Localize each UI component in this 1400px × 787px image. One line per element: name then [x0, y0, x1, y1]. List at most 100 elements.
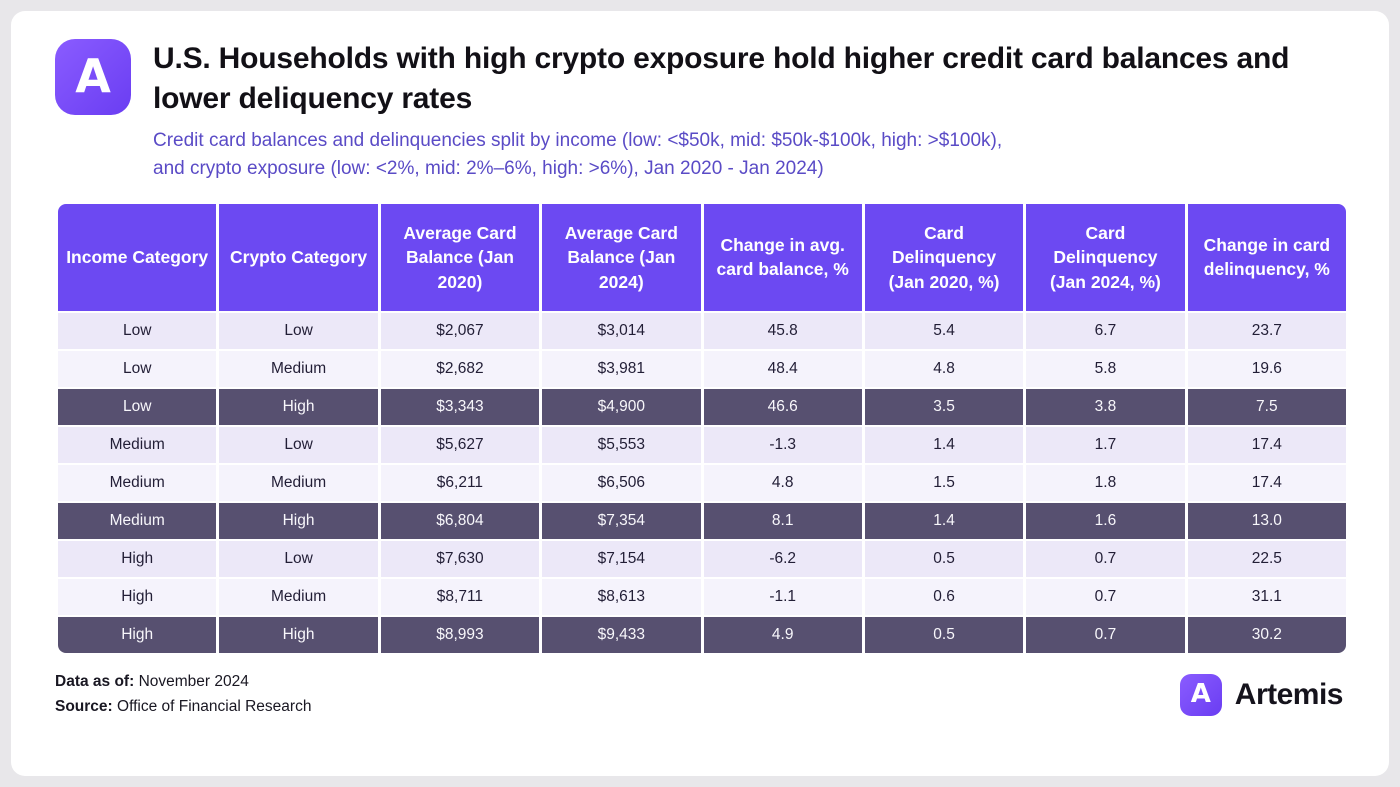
source-value: Office of Financial Research — [117, 697, 312, 715]
table-cell: $5,627 — [380, 426, 540, 463]
table-cell: $8,711 — [380, 578, 540, 615]
table-cell: High — [58, 616, 217, 653]
table-cell: High — [219, 388, 378, 425]
data-as-of-label: Data as of: — [55, 672, 135, 690]
table-cell: $7,630 — [380, 540, 540, 577]
table-cell: 45.8 — [703, 312, 862, 349]
table-row: Low Low $2,067 $3,014 45.8 5.4 6.7 23.7 — [58, 312, 1346, 349]
footer-section: Data as of: November 2024 Source: Office… — [55, 670, 1349, 720]
column-header: Average Card Balance (Jan 2024) — [542, 204, 701, 311]
data-as-of-value: November 2024 — [138, 672, 249, 690]
table-cell: Low — [58, 312, 217, 349]
table-cell: Low — [58, 388, 217, 425]
table-cell: -1.3 — [703, 426, 862, 463]
table-cell: $6,506 — [542, 464, 701, 501]
column-header: Card Delinquency (Jan 2020, %) — [864, 204, 1024, 311]
brand-wordmark: Artemis — [1234, 677, 1344, 711]
table-cell: $2,682 — [380, 350, 540, 387]
table-row: High Low $7,630 $7,154 -6.2 0.5 0.7 22.5 — [58, 540, 1346, 577]
table-cell: 4.8 — [703, 464, 862, 501]
source-label: Source: — [55, 697, 113, 715]
table-cell: 1.4 — [864, 426, 1024, 463]
table-cell: 0.5 — [864, 540, 1024, 577]
table-cell: 0.7 — [1026, 578, 1185, 615]
table-container: Income Category Crypto Category Average Ca… — [55, 202, 1349, 654]
table-cell: High — [219, 616, 378, 653]
table-cell: Low — [219, 426, 378, 463]
table-row: Low High $3,343 $4,900 46.6 3.5 3.8 7.5 — [58, 388, 1346, 425]
table-cell: $6,804 — [380, 502, 540, 539]
table-row: Medium High $6,804 $7,354 8.1 1.4 1.6 13.0 — [58, 502, 1346, 539]
artemis-logo-icon: A — [75, 49, 111, 103]
table-cell: $4,900 — [542, 388, 701, 425]
table-cell: Medium — [58, 464, 217, 501]
table-cell: 3.5 — [864, 388, 1024, 425]
column-header: Average Card Balance (Jan 2020) — [380, 204, 540, 311]
table-cell: Low — [58, 350, 217, 387]
table-cell: 0.7 — [1026, 616, 1185, 653]
artemis-logo-small-icon: A — [1190, 678, 1211, 709]
table-cell: $7,154 — [542, 540, 701, 577]
table-cell: 30.2 — [1187, 616, 1346, 653]
column-header: Change in card delinquency, % — [1187, 204, 1346, 311]
table-cell: 17.4 — [1187, 464, 1346, 501]
column-header: Change in avg. card balance, % — [703, 204, 862, 311]
table-cell: Medium — [219, 350, 378, 387]
table-cell: High — [219, 502, 378, 539]
table-cell: 5.4 — [864, 312, 1024, 349]
chart-subtitle: Credit card balances and delinquencies s… — [153, 127, 1349, 182]
table-cell: 31.1 — [1187, 578, 1346, 615]
table-cell: $5,553 — [542, 426, 701, 463]
table-cell: 13.0 — [1187, 502, 1346, 539]
table-cell: $7,354 — [542, 502, 701, 539]
table-cell: 7.5 — [1187, 388, 1346, 425]
table-cell: 23.7 — [1187, 312, 1346, 349]
table-cell: 48.4 — [703, 350, 862, 387]
footer-notes: Data as of: November 2024 Source: Office… — [55, 670, 311, 720]
table-cell: Medium — [219, 578, 378, 615]
infographic-card: A U.S. Households with high crypto expos… — [11, 11, 1389, 776]
table-cell: -6.2 — [703, 540, 862, 577]
header-section: A U.S. Households with high crypto expos… — [55, 39, 1349, 182]
table-cell: -1.1 — [703, 578, 862, 615]
table-cell: 1.5 — [864, 464, 1024, 501]
table-cell: $6,211 — [380, 464, 540, 501]
table-cell: 5.8 — [1026, 350, 1185, 387]
table-row: Medium Low $5,627 $5,553 -1.3 1.4 1.7 17.4 — [58, 426, 1346, 463]
table-cell: $3,014 — [542, 312, 701, 349]
table-cell: $8,993 — [380, 616, 540, 653]
brand-block: A Artemis — [1179, 673, 1344, 716]
table-cell: 1.4 — [864, 502, 1024, 539]
table-cell: 8.1 — [703, 502, 862, 539]
table-cell: $8,613 — [542, 578, 701, 615]
table-cell: 22.5 — [1187, 540, 1346, 577]
column-header: Income Category — [58, 204, 217, 311]
table-cell: 4.8 — [864, 350, 1024, 387]
table-body: Low Low $2,067 $3,014 45.8 5.4 6.7 23.7 Low Mediu… — [58, 312, 1346, 653]
table-cell: 1.6 — [1026, 502, 1185, 539]
table-cell: Medium — [58, 502, 217, 539]
table-cell: 0.6 — [864, 578, 1024, 615]
table-row: High Medium $8,711 $8,613 -1.1 0.6 0.7 31.1 — [58, 578, 1346, 615]
artemis-logo: A — [55, 39, 131, 115]
data-as-of-line: Data as of: November 2024 — [55, 670, 311, 695]
table-cell: 19.6 — [1187, 350, 1346, 387]
table-cell: $3,343 — [380, 388, 540, 425]
table-row: Medium Medium $6,211 $6,506 4.8 1.5 1.8 17.4 — [58, 464, 1346, 501]
table-cell: 17.4 — [1187, 426, 1346, 463]
table-cell: 0.7 — [1026, 540, 1185, 577]
column-header: Crypto Category — [219, 204, 378, 311]
table-row: Low Medium $2,682 $3,981 48.4 4.8 5.8 19.6 — [58, 350, 1346, 387]
data-table: Income Category Crypto Category Average Ca… — [55, 202, 1349, 654]
table-head: Income Category Crypto Category Average Ca… — [58, 204, 1346, 311]
column-header: Card Delinquency (Jan 2024, %) — [1026, 204, 1185, 311]
table-cell: 4.9 — [703, 616, 862, 653]
table-cell: 1.8 — [1026, 464, 1185, 501]
table-cell: 46.6 — [703, 388, 862, 425]
table-cell: 1.7 — [1026, 426, 1185, 463]
chart-title: U.S. Households with high crypto exposur… — [153, 42, 1290, 115]
source-line: Source: Office of Financial Research — [55, 695, 311, 720]
table-row: High High $8,993 $9,433 4.9 0.5 0.7 30.2 — [58, 616, 1346, 653]
table-cell: 0.5 — [864, 616, 1024, 653]
table-cell: High — [58, 578, 217, 615]
